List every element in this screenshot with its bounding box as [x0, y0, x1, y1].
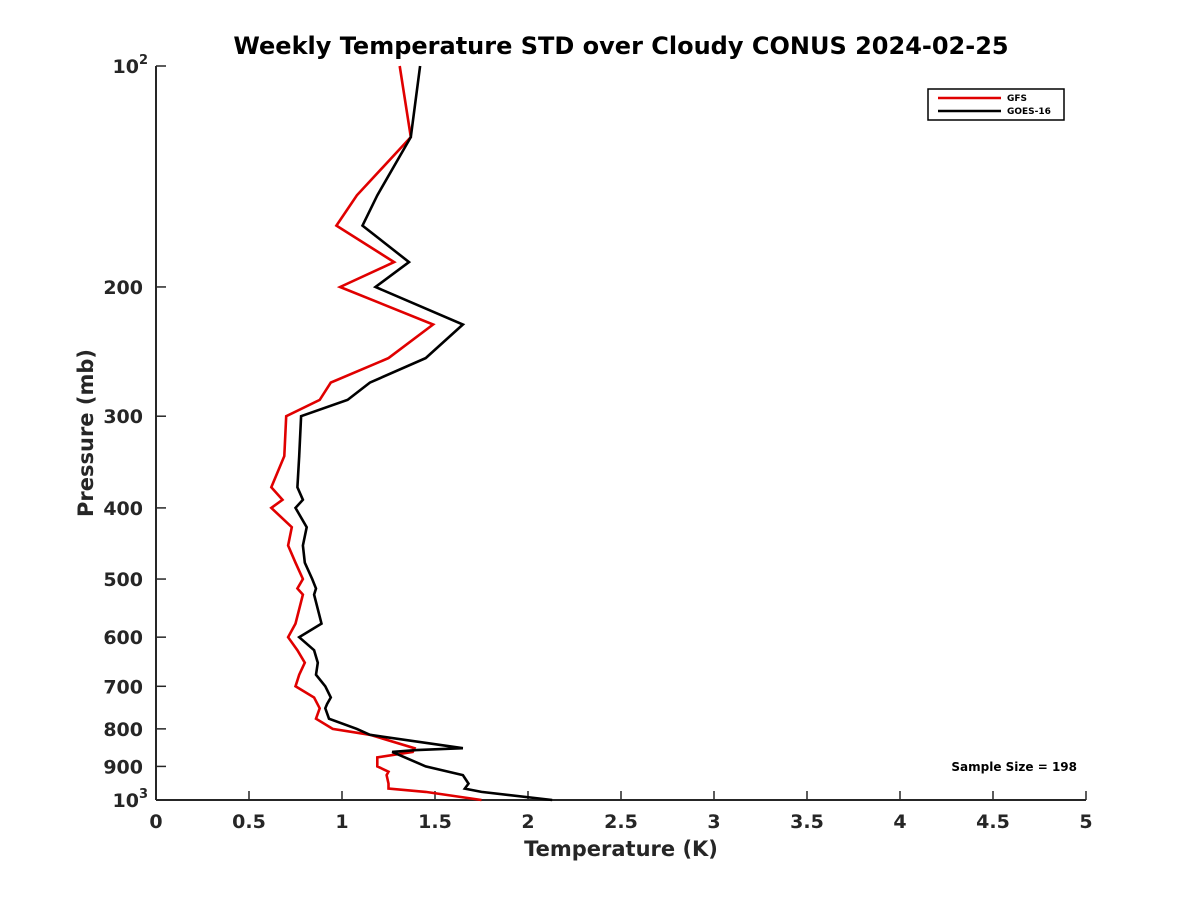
x-axis-ticks: 0 0.5 1 1.5 2 2.5 3 3.5 4 4.5 5 [149, 791, 1093, 833]
x-tick-label: 4 [893, 811, 906, 833]
series-line-gfs [269, 65, 482, 802]
y-tick-label: 300 [103, 406, 143, 428]
series-line-goes-16 [293, 65, 553, 802]
y-limit-base: 10 [113, 56, 139, 78]
y-tick-label: 200 [103, 277, 143, 299]
x-tick-label: 3.5 [790, 811, 824, 833]
x-tick-label: 0.5 [232, 811, 266, 833]
y-tick-label: 700 [103, 676, 143, 698]
y-limit-exponent: 2 [139, 53, 148, 68]
series-lines [269, 65, 553, 802]
y-axis-label: Pressure (mb) [74, 349, 98, 517]
y-tick-label: 500 [103, 569, 143, 591]
legend-label-gfs: GFS [1007, 94, 1027, 104]
sample-size-annotation: Sample Size = 198 [951, 760, 1077, 774]
x-tick-label: 1.5 [418, 811, 452, 833]
chart-title: Weekly Temperature STD over Cloudy CONUS… [233, 32, 1008, 60]
x-tick-label: 3 [707, 811, 720, 833]
y-tick-label: 900 [103, 756, 143, 778]
y-limit-label: 103 [113, 787, 149, 812]
y-tick-label: 600 [103, 627, 143, 649]
x-tick-label: 1 [335, 811, 348, 833]
x-tick-label: 4.5 [976, 811, 1010, 833]
legend-label-goes-16: GOES-16 [1007, 107, 1051, 117]
y-tick-label: 800 [103, 719, 143, 741]
y-limit-label: 102 [113, 53, 149, 78]
x-tick-label: 0 [149, 811, 162, 833]
y-limit-exponent: 3 [139, 787, 148, 802]
y-tick-label: 400 [103, 498, 143, 520]
x-tick-label: 5 [1079, 811, 1092, 833]
x-axis-label: Temperature (K) [524, 837, 718, 861]
x-tick-label: 2 [521, 811, 534, 833]
legend-box [927, 88, 1065, 121]
legend: GFS GOES-16 [927, 88, 1065, 121]
x-tick-label: 2.5 [604, 811, 638, 833]
y-limit-base: 10 [113, 790, 139, 812]
